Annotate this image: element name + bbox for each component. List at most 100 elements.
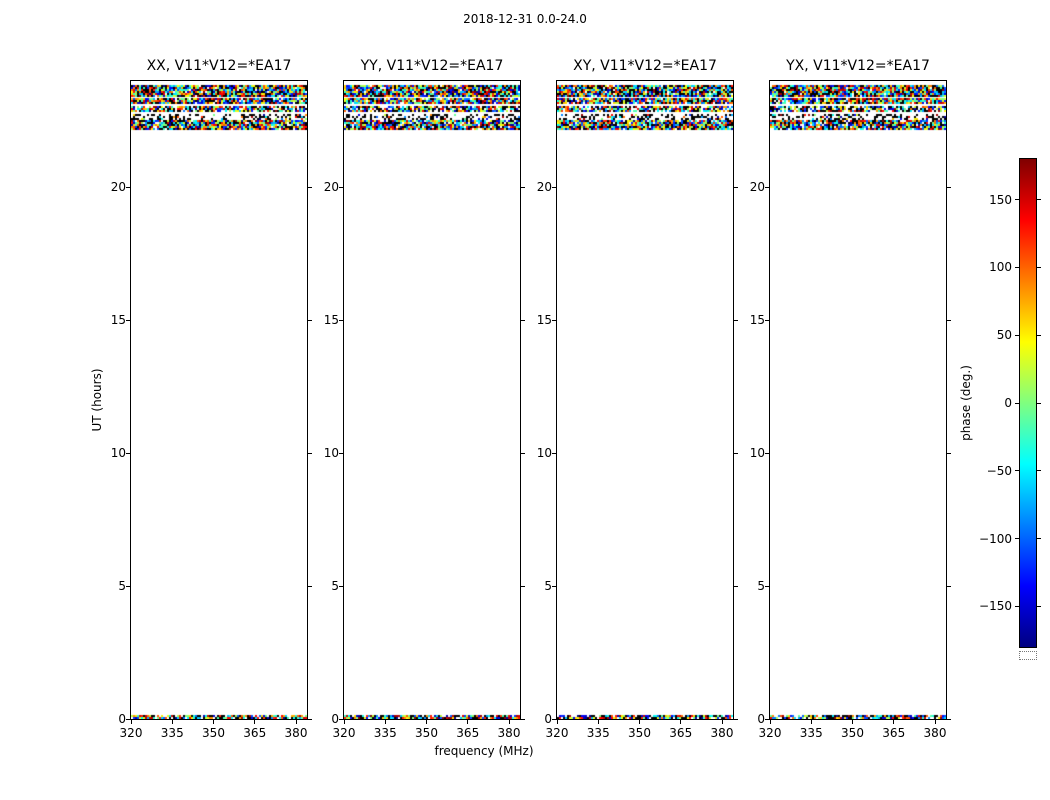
x-tick-label: 365 xyxy=(882,726,906,740)
y-tick-mark-right xyxy=(308,186,312,188)
y-tick-mark-left xyxy=(765,585,769,587)
subplot-yx: YX, V11*V12=*EA17 0 5 10 15 20 320 335 350 365 38… xyxy=(750,58,951,740)
colorbar-tick-label: 100 xyxy=(989,260,1012,275)
figure-title: 2018-12-31 0.0-24.0 xyxy=(463,12,587,26)
y-tick-mark-left xyxy=(126,186,130,188)
y-tick-label: 0 xyxy=(544,712,552,726)
y-tick-mark-right xyxy=(521,718,525,720)
x-tick-label: 350 xyxy=(415,726,438,740)
x-tick-label: 350 xyxy=(202,726,225,740)
y-tick-label: 20 xyxy=(110,180,126,195)
x-tick-label: 365 xyxy=(669,726,693,740)
subplot-xy: XY, V11*V12=*EA17 0 5 10 15 20 320 335 350 365 38… xyxy=(537,58,738,740)
x-tick-label: 335 xyxy=(160,726,184,740)
subplot-yx-title: YX, V11*V12=*EA17 xyxy=(786,58,930,74)
y-tick-label: 15 xyxy=(536,313,552,328)
x-tick-label: 350 xyxy=(841,726,864,740)
y-tick-mark-left xyxy=(552,186,556,188)
x-tick-mark xyxy=(934,720,936,724)
subplot-xx-title: XX, V11*V12=*EA17 xyxy=(146,58,292,74)
y-tick-mark-left xyxy=(765,319,769,321)
y-tick-label: 0 xyxy=(118,712,126,726)
subplot-yy: YY, V11*V12=*EA17 0 5 10 15 20 320 335 350 365 38… xyxy=(324,58,525,740)
y-axis-label: UT (hours) xyxy=(90,368,104,432)
y-tick-label: 10 xyxy=(110,446,126,461)
x-tick-label: 365 xyxy=(243,726,267,740)
y-tick-mark-right xyxy=(521,585,525,587)
x-tick-mark xyxy=(467,720,469,724)
y-tick-label: 5 xyxy=(757,579,765,594)
x-tick-label: 335 xyxy=(586,726,610,740)
y-tick-label: 0 xyxy=(757,712,765,726)
x-tick-mark xyxy=(556,720,558,724)
y-tick-label: 5 xyxy=(118,579,126,594)
y-tick-label: 15 xyxy=(749,313,765,328)
x-tick-mark xyxy=(721,720,723,724)
y-tick-label: 20 xyxy=(536,180,552,195)
x-tick-mark xyxy=(893,720,895,724)
y-tick-label: 20 xyxy=(749,180,765,195)
y-tick-mark-left xyxy=(339,718,343,720)
heatmap-canvas-yx xyxy=(770,81,946,719)
y-tick-mark-left xyxy=(126,718,130,720)
x-tick-mark xyxy=(810,720,812,724)
y-tick-label: 5 xyxy=(544,579,552,594)
x-tick-mark xyxy=(639,720,640,724)
y-tick-label: 10 xyxy=(749,446,765,461)
colorbar-tick-mark-right xyxy=(1037,605,1041,607)
y-tick-mark-left xyxy=(126,585,130,587)
colorbar-under-swatch xyxy=(1019,651,1037,660)
colorbar-tick-mark-right xyxy=(1037,470,1041,472)
x-tick-label: 380 xyxy=(710,726,734,740)
y-tick-mark-right xyxy=(308,718,312,720)
y-tick-mark-right xyxy=(947,186,951,188)
y-tick-mark-left xyxy=(126,452,130,454)
x-tick-mark xyxy=(130,720,132,724)
y-tick-mark-right xyxy=(947,718,951,720)
subplot-xy-title: XY, V11*V12=*EA17 xyxy=(573,58,717,74)
colorbar-tick-label: 50 xyxy=(996,328,1012,343)
y-tick-mark-right xyxy=(947,319,951,321)
colorbar-tick-mark-right xyxy=(1037,334,1041,336)
subplot-xx: XX, V11*V12=*EA17 0 5 10 15 20 320 335 350 365 38… xyxy=(111,58,312,740)
y-tick-mark-right xyxy=(521,319,525,321)
x-tick-mark xyxy=(213,720,214,724)
y-tick-mark-left xyxy=(126,319,130,321)
y-tick-mark-right xyxy=(734,452,738,454)
y-tick-mark-left xyxy=(552,319,556,321)
colorbar-tick-label: 0 xyxy=(1004,396,1012,410)
y-tick-mark-right xyxy=(734,585,738,587)
y-tick-label: 5 xyxy=(331,579,339,594)
x-tick-label: 320 xyxy=(119,726,143,740)
y-tick-label: 10 xyxy=(323,446,339,461)
colorbar-tick-mark-left xyxy=(1015,199,1019,201)
colorbar-tick-mark-left xyxy=(1015,538,1019,540)
y-tick-mark-left xyxy=(765,452,769,454)
y-tick-mark-right xyxy=(308,319,312,321)
colorbar-tick-mark-right xyxy=(1037,199,1041,201)
heatmap-canvas-yy xyxy=(344,81,520,719)
x-tick-mark xyxy=(343,720,345,724)
x-tick-mark xyxy=(295,720,297,724)
x-tick-label: 365 xyxy=(456,726,480,740)
y-tick-mark-right xyxy=(308,452,312,454)
y-tick-mark-right xyxy=(947,585,951,587)
heatmap-canvas-xx xyxy=(131,81,307,719)
colorbar-tick-label: −150 xyxy=(979,599,1012,614)
y-tick-mark-left xyxy=(339,319,343,321)
colorbar-tick-mark-right xyxy=(1037,266,1041,268)
x-tick-label: 380 xyxy=(923,726,947,740)
y-tick-mark-right xyxy=(947,452,951,454)
y-tick-mark-left xyxy=(552,585,556,587)
y-tick-label: 20 xyxy=(323,180,339,195)
y-tick-mark-left xyxy=(339,452,343,454)
y-tick-label: 15 xyxy=(323,313,339,328)
y-tick-mark-right xyxy=(308,585,312,587)
y-tick-label: 15 xyxy=(110,313,126,328)
x-tick-mark xyxy=(852,720,853,724)
x-axis-label: frequency (MHz) xyxy=(434,744,534,758)
x-tick-mark xyxy=(597,720,599,724)
y-tick-label: 10 xyxy=(536,446,552,461)
x-tick-mark xyxy=(426,720,427,724)
